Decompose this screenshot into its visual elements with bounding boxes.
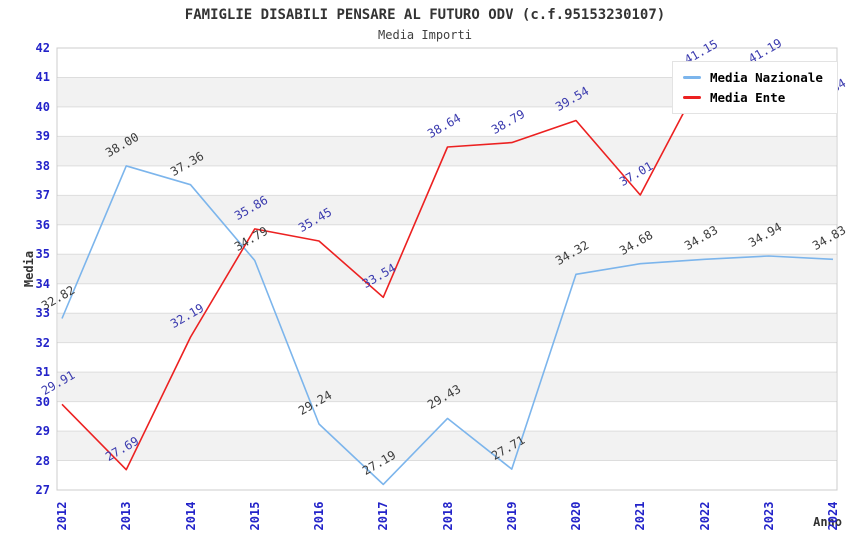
y-tick-label: 37	[35, 188, 50, 203]
x-tick-label: 2022	[697, 501, 712, 531]
x-tick-label: 2023	[761, 501, 776, 531]
y-tick-label: 40	[35, 99, 50, 114]
y-tick-label: 38	[35, 158, 50, 173]
x-tick-label: 2021	[633, 501, 648, 531]
y-tick-label: 30	[35, 394, 50, 409]
x-axis-title: Anno	[813, 515, 842, 529]
chart-subtitle: Media Importi	[378, 28, 472, 42]
y-tick-label: 31	[35, 365, 50, 380]
y-tick-label: 32	[35, 335, 50, 350]
x-tick-label: 2013	[119, 501, 134, 531]
legend-label: Media Ente	[710, 89, 786, 105]
x-tick-label: 2017	[376, 501, 391, 531]
x-tick-label: 2016	[312, 501, 326, 531]
y-tick-label: 27	[35, 483, 50, 497]
y-tick-label: 28	[35, 453, 50, 468]
y-tick-label: 34	[35, 276, 50, 291]
x-tick-label: 2024	[826, 501, 840, 531]
chart-title: FAMIGLIE DISABILI PENSARE AL FUTURO ODV …	[184, 7, 666, 23]
chart-legend: Media Nazionale Media Ente	[672, 61, 838, 114]
legend-label: Media Nazionale	[710, 69, 823, 85]
legend-swatch-red-line-icon	[683, 95, 701, 99]
x-tick-label: 2020	[569, 501, 583, 531]
x-tick-label: 2019	[504, 501, 519, 531]
y-tick-label: 33	[35, 306, 50, 321]
legend-item-media-nazionale: Media Nazionale	[683, 67, 827, 87]
legend-item-media-ente: Media Ente	[683, 87, 827, 107]
y-tick-label: 36	[35, 217, 50, 232]
y-tick-label: 35	[35, 247, 50, 262]
x-tick-label: 2012	[55, 501, 69, 531]
x-tick-label: 2014	[183, 501, 198, 531]
y-tick-label: 41	[35, 70, 50, 85]
legend-swatch-blue-line-icon	[683, 75, 701, 79]
x-tick-label: 2015	[247, 501, 262, 531]
y-tick-label: 39	[35, 129, 50, 144]
y-tick-label: 42	[35, 41, 50, 55]
x-tick-label: 2018	[440, 501, 455, 531]
y-tick-label: 29	[35, 424, 50, 439]
